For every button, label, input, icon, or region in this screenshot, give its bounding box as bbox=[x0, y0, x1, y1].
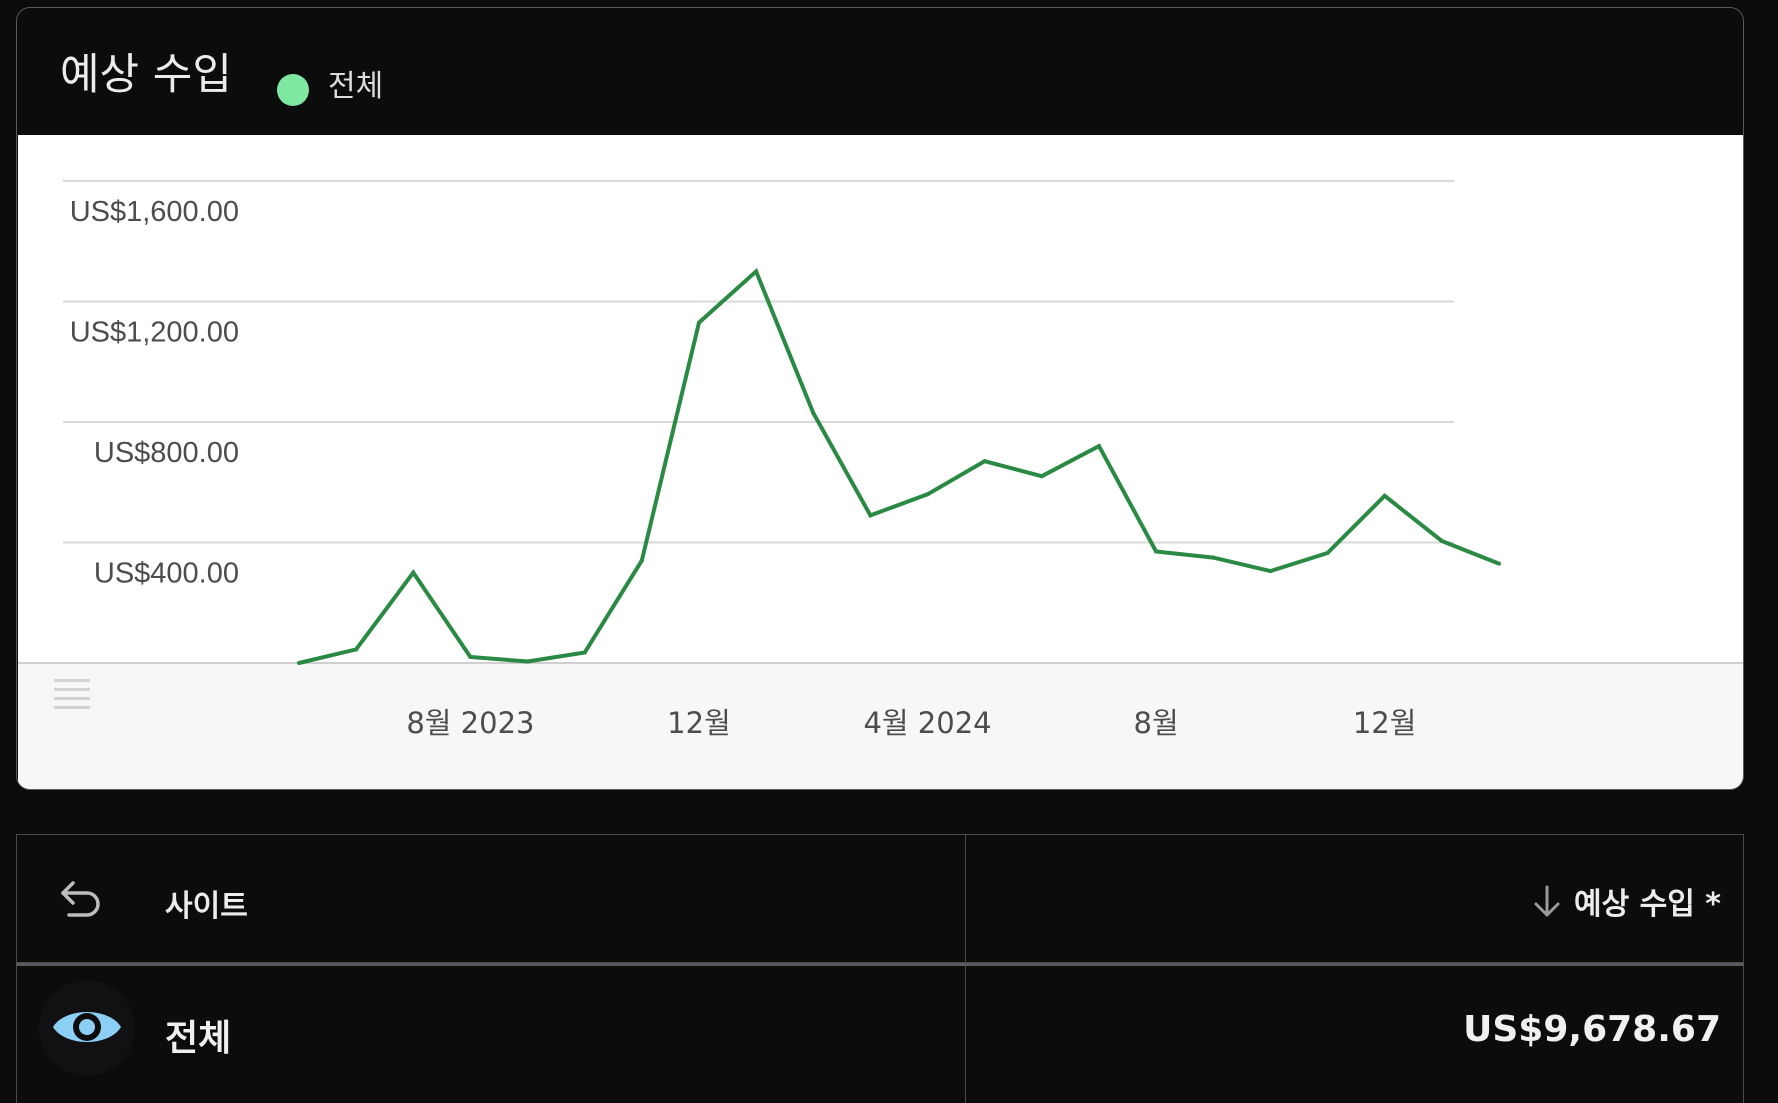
x-axis-strip bbox=[18, 663, 1743, 789]
data-point[interactable] bbox=[468, 654, 473, 659]
data-point[interactable] bbox=[868, 513, 873, 518]
data-point[interactable] bbox=[411, 570, 416, 575]
column-divider bbox=[965, 835, 966, 962]
data-point[interactable] bbox=[1211, 555, 1216, 560]
earnings-column-label: 예상 수입 * bbox=[1574, 887, 1721, 922]
line-chart: US$1,600.00 US$1,200.00 US$800.00 US$400.00… bbox=[18, 180, 1743, 789]
earnings-card: 예상 수입 전체 US$1,600.00 US$1,200.00 US$800.00… bbox=[16, 7, 1744, 790]
x-tick-label: 12월 bbox=[667, 706, 731, 740]
data-point[interactable] bbox=[1496, 561, 1501, 566]
data-point[interactable] bbox=[525, 659, 530, 664]
row-value: US$9,678.67 bbox=[1463, 1009, 1721, 1050]
data-point[interactable] bbox=[354, 647, 359, 652]
data-point[interactable] bbox=[1039, 474, 1044, 479]
row-label: 전체 bbox=[165, 1018, 232, 1059]
x-tick-label: 8월 bbox=[1134, 706, 1179, 740]
legend-label[interactable]: 전체 bbox=[328, 69, 384, 104]
card-header: 예상 수입 전체 bbox=[17, 8, 1743, 135]
site-column-header[interactable]: 사이트 bbox=[165, 889, 248, 924]
x-tick-label: 8월 2023 bbox=[406, 706, 534, 740]
x-tick-label: 4월 2024 bbox=[863, 706, 991, 740]
table-row: 전체 US$9,678.67 bbox=[16, 963, 1744, 1103]
chart-area: US$1,600.00 US$1,200.00 US$800.00 US$400.00… bbox=[18, 135, 1743, 789]
arrow-down-icon bbox=[1534, 885, 1560, 917]
data-point[interactable] bbox=[1154, 549, 1159, 554]
data-point[interactable] bbox=[982, 459, 987, 464]
data-point[interactable] bbox=[639, 558, 644, 563]
y-tick-label: US$400.00 bbox=[94, 558, 239, 590]
y-tick-label: US$800.00 bbox=[94, 437, 239, 469]
x-tick-label: 12월 bbox=[1353, 706, 1417, 740]
data-point[interactable] bbox=[811, 410, 816, 415]
table-header-row: 사이트 예상 수입 * bbox=[16, 834, 1744, 963]
data-point[interactable] bbox=[925, 492, 930, 497]
eye-icon bbox=[53, 1012, 121, 1042]
data-point[interactable] bbox=[1439, 538, 1444, 543]
y-tick-label: US$1,600.00 bbox=[70, 196, 239, 228]
data-point[interactable] bbox=[754, 269, 759, 274]
series-line bbox=[298, 268, 1500, 665]
earnings-column-header[interactable]: 예상 수입 * bbox=[1530, 879, 1721, 923]
data-point[interactable] bbox=[582, 650, 587, 655]
data-point[interactable] bbox=[1268, 569, 1273, 574]
data-point[interactable] bbox=[297, 661, 301, 665]
undo-arrow-icon[interactable] bbox=[57, 875, 105, 923]
column-divider bbox=[965, 966, 966, 1103]
data-point[interactable] bbox=[696, 320, 701, 325]
legend-dot-icon bbox=[277, 74, 309, 106]
sites-table: 사이트 예상 수입 * 전체 US$9,678.67 bbox=[16, 834, 1744, 1103]
y-tick-label: US$1,200.00 bbox=[70, 317, 239, 349]
visibility-toggle-button[interactable] bbox=[39, 980, 135, 1076]
data-point[interactable] bbox=[1096, 444, 1101, 449]
data-point[interactable] bbox=[1382, 493, 1387, 498]
card-title: 예상 수입 bbox=[60, 50, 232, 100]
data-point[interactable] bbox=[1325, 551, 1330, 556]
chart-menu-icon[interactable] bbox=[54, 679, 90, 709]
